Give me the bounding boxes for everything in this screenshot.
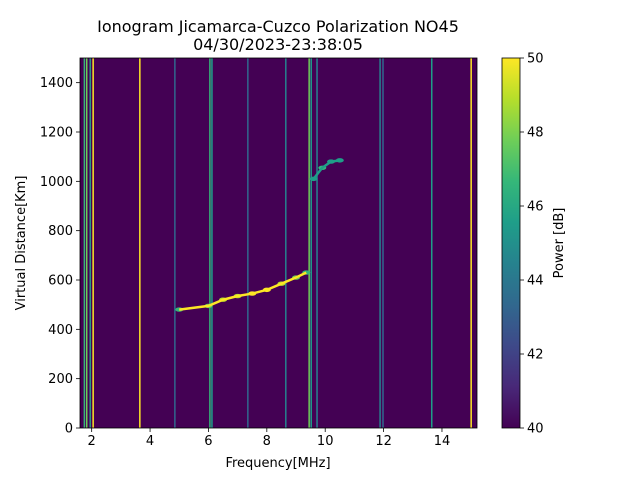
chart-subtitle: 04/30/2023-23:38:05	[193, 35, 363, 54]
echo-trace-2-line	[312, 159, 340, 180]
echo-trace-line	[179, 271, 307, 311]
colorbar	[501, 57, 521, 429]
plot-area	[83, 58, 472, 428]
x-tick-label: 10	[317, 434, 334, 449]
x-tick-label: 12	[375, 434, 392, 449]
y-tick-label: 400	[48, 323, 73, 338]
y-tick-label: 0	[65, 422, 73, 437]
colorbar-tick-label: 46	[527, 200, 544, 215]
colorbar-tick-label: 50	[527, 52, 544, 67]
plot-background	[80, 58, 477, 428]
y-axis: 0 200 400 600 800 1000 1200 1400	[40, 76, 80, 437]
x-tick-label: 14	[434, 434, 451, 449]
y-tick-label: 1400	[40, 76, 73, 91]
colorbar-tick-label: 40	[527, 422, 544, 437]
x-tick-label: 4	[146, 434, 154, 449]
plot-frame	[79, 57, 478, 429]
y-tick-label: 1000	[40, 175, 73, 190]
colorbar-label: Power [dB]	[552, 208, 567, 279]
y-axis-label: Virtual Distance[Km]	[14, 176, 29, 311]
x-axis: 2 4 6 8 10 12 14	[88, 428, 451, 449]
chart-title: Ionogram Jicamarca-Cuzco Polarization NO…	[97, 17, 459, 36]
colorbar-tick-label: 42	[527, 348, 544, 363]
x-tick-label: 2	[88, 434, 96, 449]
y-tick-label: 600	[48, 274, 73, 289]
x-tick-label: 8	[263, 434, 271, 449]
y-tick-label: 800	[48, 224, 73, 239]
y-tick-label: 200	[48, 372, 73, 387]
x-tick-label: 6	[204, 434, 212, 449]
x-axis-label: Frequency[MHz]	[225, 456, 330, 471]
y-tick-label: 1200	[40, 126, 73, 141]
colorbar-tick-label: 44	[527, 274, 544, 289]
colorbar-tick-label: 48	[527, 126, 544, 141]
colorbar-axis: 40 42 44 46 48 50	[520, 52, 544, 437]
